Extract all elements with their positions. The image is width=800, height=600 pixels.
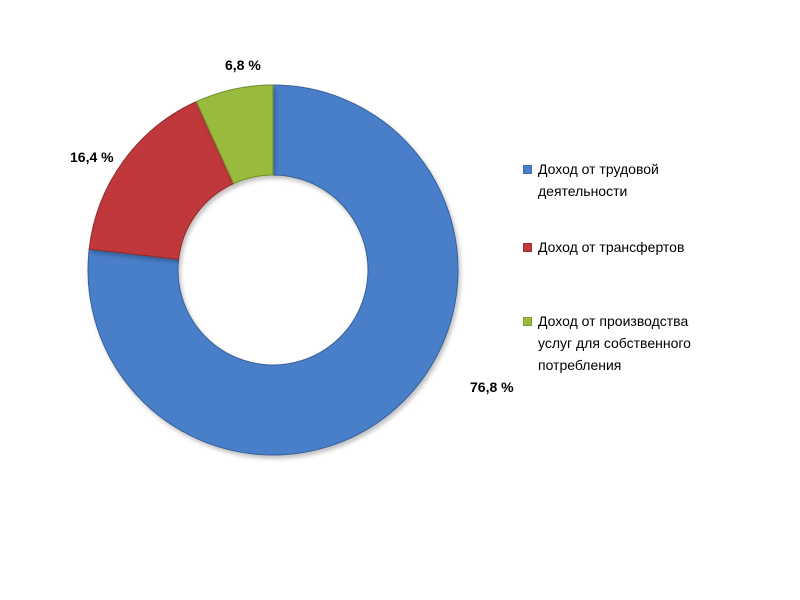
- slice-labor-income: [87, 84, 459, 456]
- slices-group: [87, 84, 459, 456]
- legend-label-labor-income-line-2: деятельности: [538, 183, 628, 199]
- legend-swatch-transfer-income: [523, 243, 532, 252]
- legend-label-transfer-income-line-1: Доход от трансфертов: [538, 239, 685, 255]
- data-label-labor-income: 76,8 %: [470, 379, 514, 395]
- legend-item-transfer-income: Доход от трансфертов: [520, 236, 780, 258]
- slice-own-consumption-income: [195, 84, 274, 185]
- legend-label-own-consumption-income-line-2: услуг для собственного: [538, 335, 691, 351]
- legend-label-labor-income-line-1: Доход от трудовой: [538, 161, 659, 177]
- legend-label-own-consumption-income-line-1: Доход от производства: [538, 313, 689, 329]
- legend-label-own-consumption-income-line-3: потребления: [538, 357, 622, 373]
- legend-swatch-labor-income: [523, 165, 532, 174]
- data-label-transfer-income: 16,4 %: [70, 149, 114, 165]
- legend-item-own-consumption-income: Доход от производства услуг для собствен…: [520, 310, 780, 376]
- data-label-own-consumption-income: 6,8 %: [225, 57, 261, 73]
- legend-swatch-own-consumption-income: [523, 317, 532, 326]
- data-labels-group: 76,8 % 16,4 % 6,8 %: [70, 57, 514, 395]
- legend: Доход от трудовой деятельности Доход от …: [520, 158, 780, 410]
- legend-item-labor-income: Доход от трудовой деятельности: [520, 158, 780, 202]
